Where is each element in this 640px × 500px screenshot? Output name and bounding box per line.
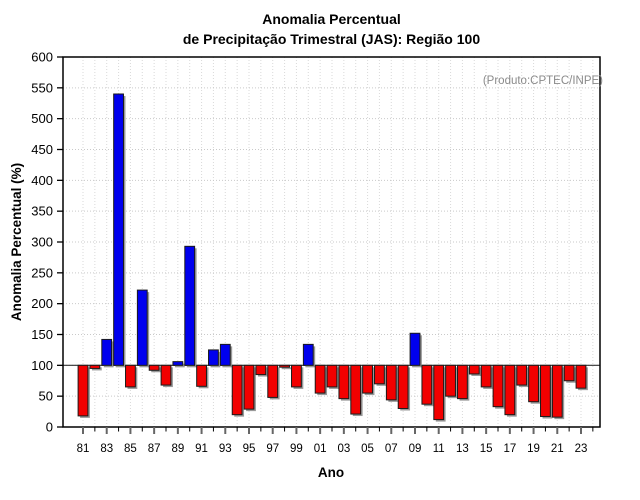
bar-1992 (208, 349, 219, 366)
bar-1983 (101, 338, 113, 366)
bar-1994 (231, 364, 243, 416)
bar-2005 (362, 364, 373, 394)
bar-1997 (267, 364, 279, 398)
x-tick-label: 05 (361, 443, 374, 455)
bar-1987 (148, 364, 160, 371)
bar-2006 (374, 364, 385, 385)
bar-1984 (113, 93, 124, 366)
bar-2013 (457, 364, 468, 400)
x-tick-label: 93 (219, 443, 232, 455)
y-tick-label: 0 (46, 420, 53, 435)
bar-1985 (125, 364, 136, 388)
bar-1982 (89, 364, 101, 369)
y-tick-label: 400 (31, 173, 53, 188)
bar-2003 (338, 364, 350, 400)
x-tick-label: 89 (171, 443, 184, 455)
x-tick-label: 15 (480, 443, 493, 455)
bar-2023 (575, 364, 587, 389)
bar-2009 (409, 332, 421, 366)
bar-2016 (492, 364, 504, 408)
x-tick-label: 83 (100, 443, 113, 455)
bar-1995 (243, 364, 255, 410)
y-tick-label: 600 (31, 50, 53, 65)
axis-ticks (57, 56, 594, 434)
x-tick-label: 99 (290, 443, 303, 455)
bar-2010 (421, 364, 433, 405)
bar-2020 (540, 364, 551, 418)
y-tick-label: 250 (31, 265, 53, 280)
bar-2002 (326, 364, 338, 388)
bar-1991 (196, 364, 207, 387)
y-tick-label: 150 (31, 327, 53, 342)
x-tick-label: 21 (551, 443, 564, 455)
bar-1998 (279, 364, 290, 368)
bar-2015 (480, 364, 492, 388)
bar-shadow (281, 367, 292, 370)
x-tick-label: 19 (527, 443, 540, 455)
bar-2001 (314, 364, 326, 394)
x-tick-label: 91 (195, 443, 208, 455)
bar-2000 (302, 343, 314, 366)
y-tick-label: 50 (39, 389, 53, 404)
x-tick-label: 17 (503, 443, 516, 455)
chart-title-line2: de Precipitação Trimestral (JAS): Região… (182, 31, 481, 47)
x-tick-label: 23 (575, 443, 588, 455)
chart-title-line1: Anomalia Percentual (262, 11, 401, 27)
x-tick-label: 81 (77, 443, 90, 455)
bar-1996 (255, 364, 267, 376)
x-axis-label: Ano (318, 465, 344, 480)
bar-2008 (397, 364, 409, 410)
y-tick-label: 100 (31, 358, 53, 373)
y-tick-label: 550 (31, 80, 53, 95)
bar-1989 (172, 361, 184, 366)
bar-1981 (77, 364, 89, 417)
x-tick-label: 85 (124, 443, 137, 455)
y-tick-label: 500 (31, 111, 53, 126)
bar-1990 (184, 245, 196, 366)
y-tick-label: 200 (31, 296, 53, 311)
bars (77, 93, 588, 422)
source-annotation: (Produto:CPTEC/INPE) (483, 75, 603, 87)
bar-2017 (504, 364, 516, 416)
x-tick-label: 03 (337, 443, 350, 455)
x-tick-label: 13 (456, 443, 469, 455)
y-tick-label: 350 (31, 204, 53, 219)
bar-2018 (516, 364, 528, 386)
y-tick-label: 300 (31, 235, 53, 250)
bar-1993 (219, 343, 231, 366)
y-tick-label: 450 (31, 142, 53, 157)
bar-2004 (350, 364, 362, 415)
bar-1988 (160, 364, 172, 386)
bar-2014 (468, 364, 480, 375)
bar-1999 (291, 364, 302, 388)
x-tick-label: 87 (148, 443, 161, 455)
bar-2019 (528, 364, 539, 403)
bar-2012 (445, 364, 456, 397)
x-tick-label: 95 (243, 443, 256, 455)
x-tick-label: 07 (385, 443, 398, 455)
bar-2007 (385, 364, 397, 401)
bar-1986 (136, 289, 148, 366)
bar-2021 (551, 364, 563, 418)
bar-2022 (563, 364, 575, 382)
x-tick-label: 11 (433, 443, 445, 455)
x-tick-label: 01 (314, 443, 327, 455)
x-tick-label: 97 (266, 443, 279, 455)
bar-2011 (433, 364, 445, 421)
y-axis-label: Anomalia Percentual (%) (9, 163, 24, 321)
x-tick-label: 09 (409, 443, 422, 455)
